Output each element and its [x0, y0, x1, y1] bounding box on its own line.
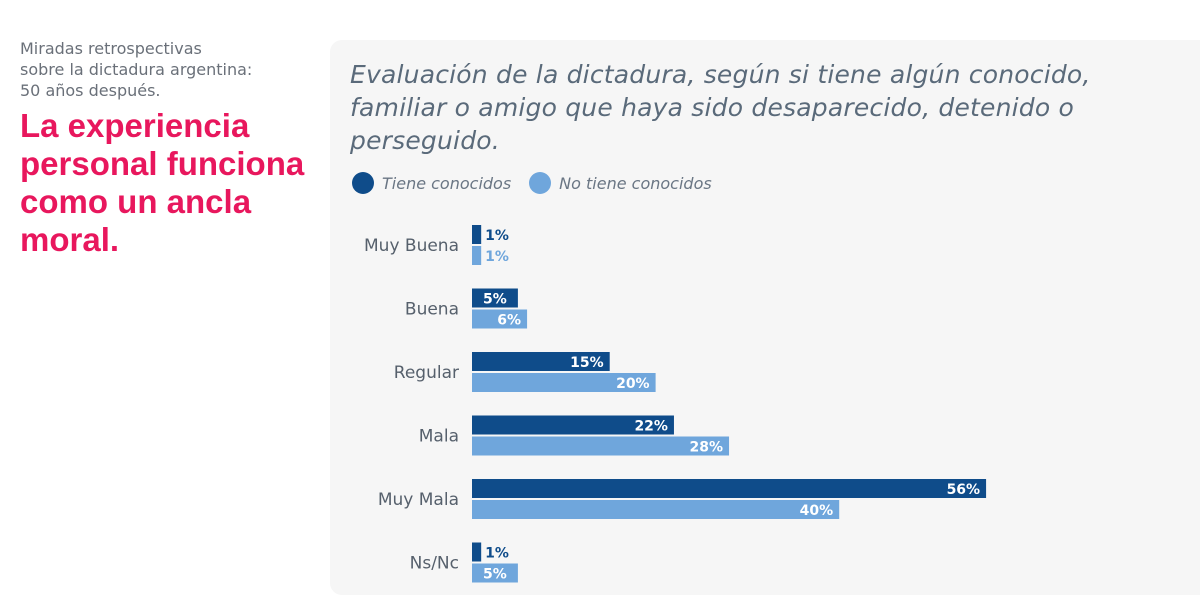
category-label-regular: Regular	[394, 363, 459, 383]
bar-buena-tiene-conocidos	[472, 288, 518, 308]
value-label-muy-buena-no-tiene-conocidos: 1%	[485, 249, 509, 265]
value-label-buena-tiene-conocidos: 5%	[483, 292, 507, 308]
left-panel: Miradas retrospectivas sobre la dictadur…	[20, 38, 310, 259]
series-kicker: Miradas retrospectivas sobre la dictadur…	[20, 39, 253, 100]
bar-buena-no-tiene-conocidos	[472, 309, 528, 329]
bar-muy-buena-no-tiene-conocidos	[472, 246, 482, 265]
value-label-muy-mala-no-tiene-conocidos: 40%	[800, 503, 834, 519]
category-label-mala: Mala	[419, 427, 459, 447]
bar-chart: Muy Buena 1% 1% Buena 5% 6% Regular 15% 20% Mala 2…	[364, 225, 987, 583]
legend-label-no-tiene-conocidos: No tiene conocidos	[559, 173, 712, 193]
bar-mala-no-tiene-conocidos	[472, 436, 730, 456]
chart-legend: Tiene conocidos No tiene conocidos	[352, 172, 730, 194]
value-label-buena-no-tiene-conocidos: 6%	[497, 313, 521, 329]
value-label-muy-buena-tiene-conocidos: 1%	[485, 228, 509, 244]
legend-item-tiene-conocidos: Tiene conocidos	[352, 172, 511, 194]
legend-item-no-tiene-conocidos: No tiene conocidos	[529, 172, 712, 194]
category-label-ns-nc: Ns/Nc	[410, 554, 459, 574]
value-label-ns-nc-tiene-conocidos: 1%	[485, 546, 509, 562]
value-label-ns-nc-no-tiene-conocidos: 5%	[483, 567, 507, 583]
bar-muy-buena-tiene-conocidos	[472, 225, 482, 244]
legend-swatch-no-tiene-conocidos	[529, 172, 552, 194]
category-label-muy-buena: Muy Buena	[364, 236, 459, 256]
bar-regular-no-tiene-conocidos	[472, 373, 656, 392]
value-label-muy-mala-tiene-conocidos: 56%	[947, 482, 981, 498]
value-label-regular-tiene-conocidos: 15%	[570, 355, 604, 371]
bar-muy-mala-tiene-conocidos	[472, 479, 987, 498]
value-label-mala-tiene-conocidos: 22%	[634, 419, 668, 435]
bar-muy-mala-no-tiene-conocidos	[472, 500, 840, 519]
value-label-mala-no-tiene-conocidos: 28%	[690, 440, 724, 456]
legend-swatch-tiene-conocidos	[352, 172, 374, 194]
headline: La experiencia personal funciona como un…	[20, 107, 305, 258]
category-label-muy-mala: Muy Mala	[378, 490, 459, 510]
bar-ns-nc-tiene-conocidos	[472, 542, 482, 562]
value-label-regular-no-tiene-conocidos: 20%	[616, 376, 650, 392]
bar-ns-nc-no-tiene-conocidos	[472, 563, 518, 583]
bar-regular-tiene-conocidos	[472, 352, 610, 371]
legend-label-tiene-conocidos: Tiene conocidos	[382, 173, 512, 193]
bar-mala-tiene-conocidos	[472, 415, 674, 435]
chart-title: Evaluación de la dictadura, según si tie…	[350, 60, 1091, 155]
category-label-buena: Buena	[405, 300, 459, 320]
